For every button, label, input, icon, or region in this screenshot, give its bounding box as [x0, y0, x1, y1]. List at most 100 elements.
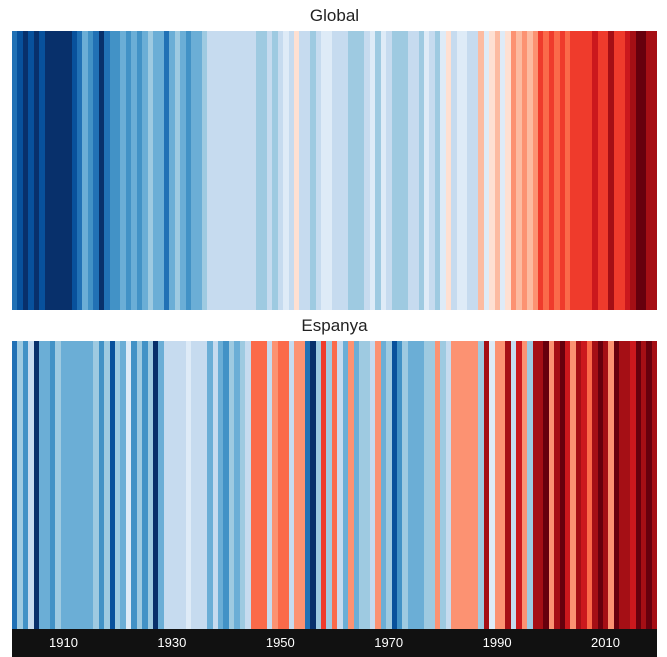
espanya-stripe-1942: [234, 341, 240, 629]
global-stripe-1911: [66, 31, 72, 310]
global-stripe-1935: [196, 31, 202, 310]
espanya-stripe-2018: [646, 341, 652, 629]
global-stripe-1922: [125, 31, 132, 310]
global-stripe-2008: [592, 31, 598, 310]
global-stripe-1988: [483, 31, 490, 310]
espanya-stripe-1935: [196, 341, 202, 629]
espanya-stripe-1981: [445, 341, 452, 629]
espanya-stripe-1978: [429, 341, 435, 629]
espanya-stripe-1955: [304, 341, 311, 629]
global-stripe-2014: [624, 31, 631, 310]
espanya-stripe-1970: [386, 341, 392, 629]
espanya-stripe-1938: [212, 341, 219, 629]
global-stripe-1945: [250, 31, 256, 310]
global-stripe-1930: [169, 31, 175, 310]
espanya-stripe-1941: [228, 341, 235, 629]
global-stripe-2005: [575, 31, 582, 310]
espanya-stripe-1963: [348, 341, 354, 629]
espanya-stripe-1992: [505, 341, 511, 629]
global-stripe-1973: [402, 31, 408, 310]
global-stripe-1903: [22, 31, 29, 310]
stripes-global: [12, 31, 658, 310]
global-stripe-1972: [396, 31, 403, 310]
espanya-stripe-1932: [180, 341, 186, 629]
axis-tick-1910: 1910: [49, 635, 78, 650]
espanya-stripe-1993: [510, 341, 517, 629]
espanya-stripe-1952: [288, 341, 294, 629]
global-stripe-1944: [245, 31, 251, 310]
global-stripe-1931: [174, 31, 181, 310]
espanya-stripe-1903: [22, 341, 29, 629]
global-stripe-1960: [331, 31, 338, 310]
global-stripe-2000: [548, 31, 555, 310]
espanya-stripe-2012: [613, 341, 620, 629]
global-stripe-1910: [60, 31, 67, 310]
global-stripe-1961: [337, 31, 343, 310]
global-stripe-1929: [163, 31, 170, 310]
global-stripe-1984: [462, 31, 468, 310]
global-stripe-1976: [418, 31, 425, 310]
global-stripe-1998: [537, 31, 544, 310]
espanya-stripe-1929: [163, 341, 170, 629]
global-stripe-1940: [223, 31, 229, 310]
espanya-stripe-1953: [293, 341, 300, 629]
global-stripe-1949: [272, 31, 278, 310]
global-stripe-1957: [315, 31, 322, 310]
espanya-stripe-1902: [17, 341, 23, 629]
global-stripe-2015: [630, 31, 636, 310]
global-stripe-1975: [413, 31, 419, 310]
espanya-stripe-1933: [185, 341, 191, 629]
espanya-stripe-1923: [131, 341, 137, 629]
espanya-stripe-1987: [478, 341, 484, 629]
espanya-stripe-1931: [174, 341, 181, 629]
espanya-stripe-1999: [543, 341, 549, 629]
espanya-stripe-1982: [451, 341, 457, 629]
espanya-stripe-2008: [592, 341, 598, 629]
global-stripe-1986: [472, 31, 479, 310]
espanya-stripe-1973: [402, 341, 408, 629]
espanya-stripe-1975: [413, 341, 419, 629]
global-stripe-1974: [407, 31, 414, 310]
espanya-stripe-1916: [93, 341, 99, 629]
espanya-stripe-1946: [255, 341, 262, 629]
axis-tick-1970: 1970: [374, 635, 404, 650]
espanya-stripe-2017: [640, 341, 647, 629]
global-stripe-2018: [646, 31, 652, 310]
global-stripe-1981: [445, 31, 452, 310]
global-stripe-1913: [77, 31, 83, 310]
global-stripe-1965: [359, 31, 365, 310]
espanya-stripe-1997: [532, 341, 538, 629]
espanya-stripe-1940: [223, 341, 229, 629]
espanya-stripe-2005: [575, 341, 582, 629]
espanya-stripe-1945: [250, 341, 256, 629]
espanya-stripe-1930: [169, 341, 175, 629]
global-stripe-1919: [109, 31, 116, 310]
espanya-stripe-1944: [245, 341, 251, 629]
global-stripe-1920: [115, 31, 121, 310]
espanya-stripe-1954: [299, 341, 305, 629]
global-stripe-1980: [440, 31, 446, 310]
global-stripe-1963: [348, 31, 354, 310]
espanya-stripe-2019: [651, 341, 658, 629]
espanya-stripe-1919: [109, 341, 116, 629]
espanya-stripe-1956: [310, 341, 316, 629]
global-stripe-1990: [494, 31, 500, 310]
espanya-stripe-1937: [207, 341, 213, 629]
espanya-stripe-1980: [440, 341, 446, 629]
espanya-stripe-1966: [364, 341, 370, 629]
global-stripe-1924: [136, 31, 143, 310]
global-stripe-1994: [516, 31, 522, 310]
espanya-stripe-1968: [375, 341, 381, 629]
espanya-stripe-1976: [418, 341, 425, 629]
global-stripe-1995: [521, 31, 528, 310]
global-stripe-2003: [565, 31, 571, 310]
espanya-stripe-1998: [537, 341, 544, 629]
global-stripe-1928: [158, 31, 164, 310]
global-stripe-1989: [489, 31, 495, 310]
espanya-stripe-1989: [489, 341, 495, 629]
global-stripe-1901: [12, 31, 18, 310]
global-stripe-1993: [510, 31, 517, 310]
global-stripe-2011: [608, 31, 614, 310]
global-stripe-1996: [527, 31, 533, 310]
global-stripe-1905: [33, 31, 40, 310]
